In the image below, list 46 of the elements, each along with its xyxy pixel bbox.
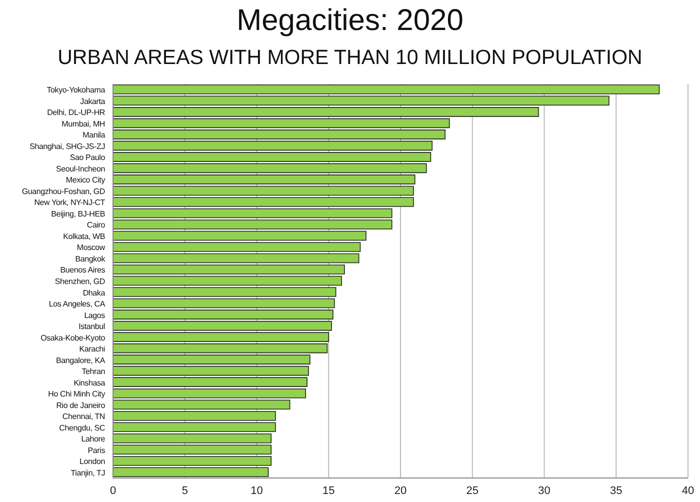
y-tick-label: Jakarta — [80, 96, 106, 106]
y-tick-label: Kolkata, WB — [63, 232, 105, 241]
x-tick-label: 35 — [610, 484, 622, 497]
x-tick-label: 40 — [682, 484, 694, 497]
y-tick-label: Guangzhou-Foshan, GD — [22, 186, 106, 196]
y-tick-label: Beijing, BJ-HEB — [51, 209, 105, 218]
y-tick-label: Los Angeles, CA — [48, 300, 106, 309]
x-tick-label: 25 — [466, 484, 478, 497]
y-tick-label: New York, NY-NJ-CT — [34, 198, 106, 208]
y-tick-label: Dhaka — [82, 288, 106, 298]
y-tick-label: Bangkok — [75, 254, 106, 264]
y-tick-label: Shenzhen, GD — [54, 277, 106, 286]
x-tick-label: 10 — [250, 484, 263, 497]
y-tick-label: Mumbai, MH — [62, 119, 106, 128]
y-tick-label: Kinshasa — [74, 378, 106, 388]
y-tick-label: Moscow — [76, 243, 106, 252]
y-tick-label: Seoul-Incheon — [56, 164, 105, 174]
y-tick-label: Osaka-Kobe-Kyoto — [40, 333, 106, 342]
y-tick-label: Buenos Aires — [60, 266, 106, 275]
x-tick-label: 0 — [110, 484, 116, 497]
y-tick-label: Bangalore, KA — [56, 356, 106, 365]
x-tick-label: 20 — [394, 484, 407, 497]
y-tick-label: Delhi, DL-UP-HR — [47, 108, 106, 118]
y-tick-label: Lahore — [81, 434, 106, 444]
y-tick-label: Rio de Janeiro — [56, 400, 106, 410]
y-tick-label: Karachi — [79, 344, 106, 354]
y-tick-label: Cairo — [86, 220, 106, 230]
chart-subtitle: URBAN AREAS WITH MORE THAN 10 MILLION POPULATION — [56, 46, 644, 70]
y-tick-label: Chennai, TN — [62, 412, 106, 422]
x-tick-label: 15 — [322, 484, 335, 497]
y-tick-label: Paris — [88, 446, 106, 455]
y-tick-label: Ho Chi Minh City — [48, 390, 106, 399]
y-tick-label: Shanghai, SHG-JS-ZJ — [30, 142, 106, 151]
y-tick-label: Tianjin, TJ — [70, 468, 106, 478]
y-tick-label: Manila — [82, 130, 106, 140]
y-tick-label: Chengdu, SC — [59, 423, 106, 432]
y-tick-label: Lagos — [84, 310, 106, 320]
y-tick-label: Istanbul — [78, 322, 106, 332]
y-tick-label: Tehran — [82, 367, 105, 376]
y-tick-label: Tokyo-Yokohama — [46, 86, 106, 95]
y-tick-label: London — [80, 457, 105, 466]
x-tick-label: 5 — [182, 484, 188, 497]
chart-title: Megacities: 2020 — [236, 4, 464, 38]
x-tick-label: 30 — [538, 484, 550, 497]
y-tick-label: Mexico City — [66, 176, 106, 185]
y-tick-label: Sao Paulo — [70, 153, 106, 162]
